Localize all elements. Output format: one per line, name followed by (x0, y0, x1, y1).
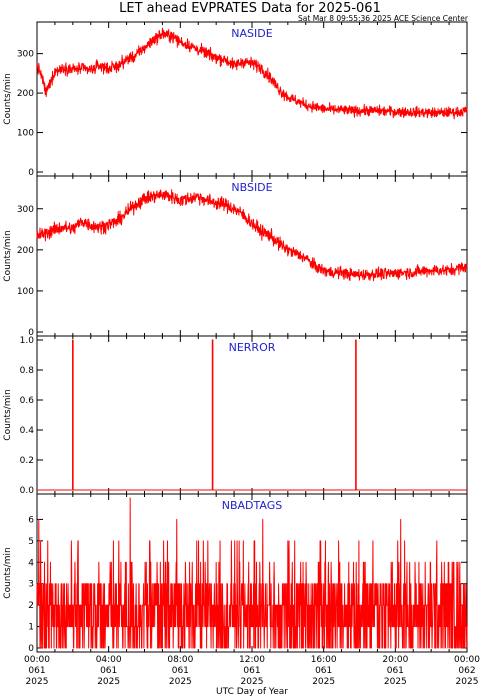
y-tick-label: 0.2 (20, 456, 34, 466)
y-tick-label: 0.0 (20, 486, 35, 496)
chart-title: LET ahead EVPRATES Data for 2025-061 (119, 1, 381, 16)
x-tick-label-time: 12:00 (239, 655, 265, 665)
x-tick-label-year: 2025 (97, 677, 120, 687)
x-tick-label-year: 2025 (169, 677, 192, 687)
y-tick-label: 5 (28, 537, 34, 547)
y-tick-label: 100 (17, 287, 34, 297)
y-tick-label: 3 (28, 580, 34, 590)
y-tick-label: 2 (28, 601, 34, 611)
y-tick-label: 200 (17, 89, 34, 99)
series-label: NBSIDE (231, 181, 272, 194)
series-line (36, 497, 468, 649)
y-tick-label: 6 (28, 515, 34, 525)
x-tick-label-year: 2025 (312, 677, 335, 687)
y-tick-label: 0 (28, 168, 34, 178)
y-tick-label: 0 (28, 644, 34, 654)
x-tick-label-doy: 062 (458, 666, 475, 676)
x-tick-label-year: 2025 (384, 677, 407, 687)
panel-frame (36, 21, 468, 177)
y-tick-label: 4 (28, 558, 34, 568)
y-tick-label: 0.8 (20, 366, 35, 376)
y-tick-label: 0.4 (20, 426, 35, 436)
panel-nerror: 0.0 0.2 0.4 0.6 0.8 1.0 Counts/min NERROR (3, 335, 468, 496)
series-line (37, 339, 467, 491)
y-tick-label: 200 (17, 246, 34, 256)
panel-nbadtags: 0 1 2 3 4 5 6 Counts/min NBADTAGS (3, 493, 468, 654)
x-tick-label-time: 00:00 (24, 655, 50, 665)
chart-subtitle: Sat Mar 8 09:55:36 2025 ACE Science Cent… (298, 14, 469, 23)
x-axis-tick-labels: 00:00061202504:00061202508:00061202512:0… (24, 655, 480, 687)
panel-frame (36, 335, 468, 495)
y-axis-label: Counts/min (3, 230, 13, 281)
y-tick-label: 300 (17, 205, 34, 215)
y-axis-label: Counts/min (3, 73, 13, 124)
x-tick-label-doy: 061 (243, 666, 260, 676)
series-line (36, 27, 468, 120)
x-tick-label-year: 2025 (456, 677, 479, 687)
panels: 0 100 200 300 Counts/min NASIDE 0 100 200 300 Coun… (3, 21, 468, 654)
y-tick-label: 100 (17, 129, 34, 139)
panel-frame (36, 175, 468, 337)
series-label: NASIDE (231, 27, 272, 40)
x-tick-label-doy: 061 (315, 666, 332, 676)
panel-nbside: 0 100 200 300 Counts/min NBSIDE (3, 175, 468, 338)
y-tick-label: 0.6 (20, 396, 35, 406)
x-tick-label-time: 00:00 (454, 655, 480, 665)
x-tick-label-doy: 061 (387, 666, 404, 676)
x-tick-label-time: 16:00 (311, 655, 337, 665)
series-line (36, 189, 468, 282)
x-axis-label: UTC Day of Year (216, 687, 288, 697)
x-tick-label-time: 08:00 (167, 655, 193, 665)
y-tick-label: 1 (28, 623, 34, 633)
x-tick-label-doy: 061 (172, 666, 189, 676)
x-tick-label-year: 2025 (26, 677, 49, 687)
series-label: NBADTAGS (222, 499, 282, 512)
x-tick-label-doy: 061 (100, 666, 117, 676)
x-tick-label-time: 04:00 (96, 655, 122, 665)
y-axis-label: Counts/min (3, 389, 13, 440)
panel-naside: 0 100 200 300 Counts/min NASIDE (3, 21, 468, 178)
x-tick-label-year: 2025 (241, 677, 264, 687)
y-axis-label: Counts/min (3, 547, 13, 598)
x-tick-label-doy: 061 (28, 666, 45, 676)
series-label: NERROR (229, 341, 276, 354)
y-tick-label: 1.0 (20, 336, 35, 346)
x-tick-label-time: 20:00 (382, 655, 408, 665)
y-tick-label: 300 (17, 50, 34, 60)
y-tick-label: 0 (28, 328, 34, 338)
